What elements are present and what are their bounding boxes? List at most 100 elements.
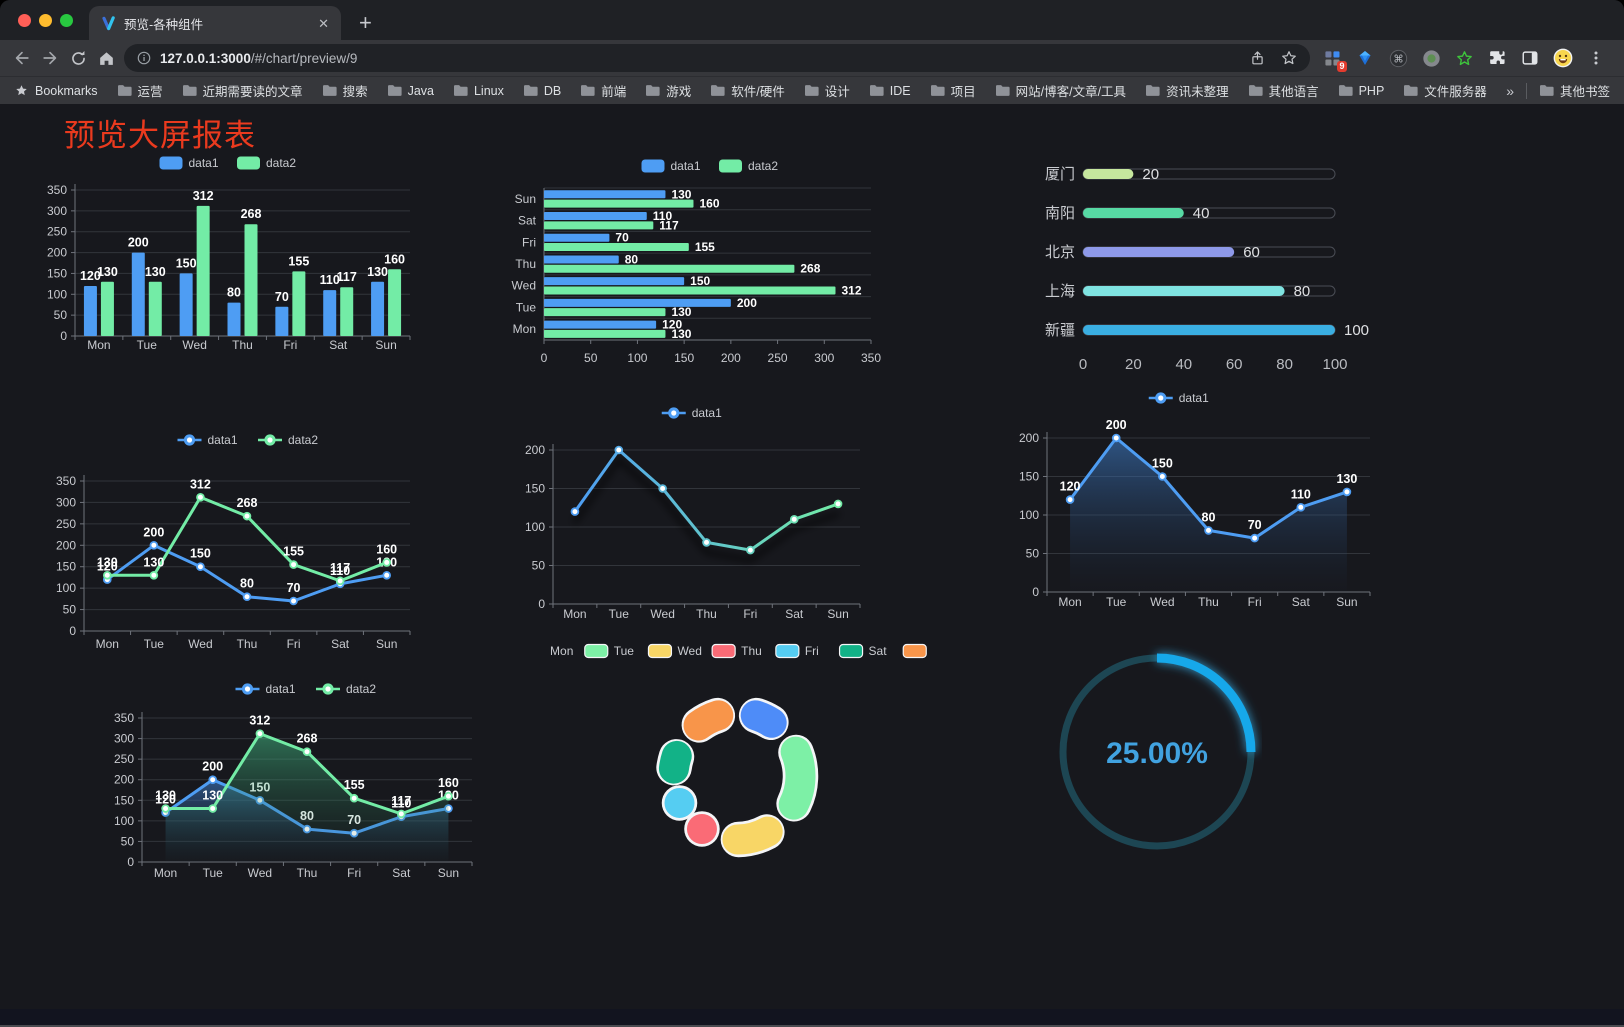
browser-tab[interactable]: 预览-各种组件 ✕ xyxy=(89,6,341,40)
bookmark-folder-label: Linux xyxy=(473,83,504,98)
side-panel-icon[interactable] xyxy=(1520,48,1540,68)
bookmark-folder-label: 项目 xyxy=(950,85,976,99)
bookmark-folder-item[interactable]: DB xyxy=(523,84,561,98)
share-icon[interactable] xyxy=(1249,50,1266,67)
bookmarks-manager-item[interactable]: Bookmarks xyxy=(14,83,98,98)
svg-text:250: 250 xyxy=(114,752,134,766)
folder-icon xyxy=(1248,85,1263,96)
svg-text:Sun: Sun xyxy=(376,637,397,651)
bookmark-folder-item[interactable]: 游戏 xyxy=(645,81,691,100)
new-tab-button[interactable]: + xyxy=(359,10,372,35)
bookmarks-overflow-chevron[interactable]: » xyxy=(1506,82,1514,99)
forward-icon[interactable] xyxy=(36,44,64,72)
bookmark-folder-label: DB xyxy=(543,83,562,98)
bookmark-folder-label: 其他语言 xyxy=(1268,85,1319,99)
chart-gauge: 25.00% xyxy=(1052,645,1262,860)
chart-bar-horizontal: 0 50 100 150 200 250 300 350 Sun 130 160 Sat 110 117 F… xyxy=(500,152,895,365)
folder-icon xyxy=(804,85,819,96)
bookmark-folder-item[interactable]: 项目 xyxy=(930,81,976,100)
folder-icon xyxy=(995,85,1010,96)
svg-text:Wed: Wed xyxy=(512,279,536,293)
bookmark-star-icon[interactable] xyxy=(1280,49,1298,67)
svg-text:268: 268 xyxy=(241,207,262,221)
svg-text:70: 70 xyxy=(287,581,301,595)
url-text[interactable]: 127.0.0.1:3000/#/chart/preview/9 xyxy=(160,51,357,66)
svg-text:Wed: Wed xyxy=(188,637,212,651)
bookmarks-label: Bookmarks xyxy=(35,83,98,98)
svg-text:160: 160 xyxy=(376,542,397,556)
svg-text:70: 70 xyxy=(1248,518,1262,532)
chart-area-single: 0 50 100 150 200 Mon Tue Wed Thu Fri Sat Sun 120 200 1… xyxy=(985,388,1377,620)
bookmark-folder-item[interactable]: Linux xyxy=(453,84,504,98)
close-window-button[interactable] xyxy=(18,14,31,27)
bookmark-folder-item[interactable]: 软件/硬件 xyxy=(710,81,785,100)
bookmark-folder-item[interactable]: 近期需要读的文章 xyxy=(182,81,303,100)
svg-text:Tue: Tue xyxy=(203,866,224,880)
svg-text:0: 0 xyxy=(538,597,545,611)
svg-text:Thu: Thu xyxy=(696,607,717,621)
bookmark-folder-item[interactable]: 搜索 xyxy=(322,81,368,100)
bookmark-folder-item[interactable]: 设计 xyxy=(804,81,850,100)
reload-icon[interactable] xyxy=(64,44,92,72)
profile-avatar-icon[interactable] xyxy=(1553,48,1573,68)
extension-record-icon[interactable] xyxy=(1421,48,1441,68)
svg-text:Thu: Thu xyxy=(741,644,762,658)
bookmark-folder-item[interactable]: 网站/博客/文章/工具 xyxy=(995,81,1126,100)
svg-text:新疆: 新疆 xyxy=(1045,322,1075,339)
line-two-series-svg: 0 50 100 150 200 250 300 350 Mon Tue Wed Thu Fri Sat S… xyxy=(56,433,411,651)
svg-text:Wed: Wed xyxy=(182,338,206,352)
svg-text:200: 200 xyxy=(128,236,149,250)
area-single-svg: 0 50 100 150 200 Mon Tue Wed Thu Fri Sat Sun 120 200 1… xyxy=(1019,391,1371,609)
svg-text:0: 0 xyxy=(1032,585,1039,599)
svg-text:130: 130 xyxy=(671,327,691,341)
svg-text:60: 60 xyxy=(1226,356,1243,373)
svg-text:50: 50 xyxy=(54,308,68,322)
svg-text:155: 155 xyxy=(695,240,715,254)
extensions-puzzle-icon[interactable] xyxy=(1487,48,1507,68)
bookmark-folder-item[interactable]: 文件服务器 xyxy=(1403,81,1487,100)
svg-text:130: 130 xyxy=(143,555,164,569)
svg-text:0: 0 xyxy=(541,351,548,364)
site-info-icon[interactable] xyxy=(136,50,152,66)
bookmark-folder-item[interactable]: IDE xyxy=(869,84,911,98)
maximize-window-button[interactable] xyxy=(60,14,73,27)
svg-text:150: 150 xyxy=(690,274,710,288)
svg-text:300: 300 xyxy=(114,732,134,746)
extension-command-icon[interactable]: ⌘ xyxy=(1388,48,1408,68)
bookmark-folder-item[interactable]: Java xyxy=(387,84,434,98)
svg-text:data2: data2 xyxy=(266,156,296,170)
bookmark-folder-item[interactable]: 资讯未整理 xyxy=(1145,81,1229,100)
menu-kebab-icon[interactable] xyxy=(1586,48,1606,68)
extension-grid-icon[interactable]: 9 xyxy=(1322,48,1347,72)
folder-icon xyxy=(523,85,538,96)
tab-close-icon[interactable]: ✕ xyxy=(318,15,329,31)
extension-star-icon[interactable] xyxy=(1454,48,1474,68)
svg-text:130: 130 xyxy=(155,789,176,803)
address-bar[interactable]: 127.0.0.1:3000/#/chart/preview/9 xyxy=(124,44,1310,72)
svg-text:data2: data2 xyxy=(748,159,778,173)
bookmark-folder-item[interactable]: 其他语言 xyxy=(1248,81,1319,100)
svg-text:Sun: Sun xyxy=(1336,595,1357,609)
svg-text:厦门: 厦门 xyxy=(1045,166,1075,183)
bookmark-folder-label: 文件服务器 xyxy=(1424,85,1487,99)
svg-text:0: 0 xyxy=(1079,356,1087,373)
other-bookmarks-label: 其他书签 xyxy=(1559,85,1610,99)
star-icon xyxy=(16,85,27,96)
extension-gem-icon[interactable] xyxy=(1355,48,1375,68)
bookmark-folder-item[interactable]: 前端 xyxy=(580,81,626,100)
home-icon[interactable] xyxy=(92,44,120,72)
bookmark-folder-item[interactable]: 运营 xyxy=(117,81,163,100)
folder-icon xyxy=(581,85,595,96)
svg-text:312: 312 xyxy=(193,189,214,203)
svg-text:Tue: Tue xyxy=(609,607,630,621)
minimize-window-button[interactable] xyxy=(39,14,52,27)
city-progress-svg: 厦门 20 南阳 40 北京 60 上海 80 新疆 100 0 20 40 60 80 100 xyxy=(1045,166,1369,373)
bookmark-folder-item[interactable]: PHP xyxy=(1338,84,1384,98)
svg-text:Thu: Thu xyxy=(297,866,318,880)
other-bookmarks-item[interactable]: 其他书签 xyxy=(1539,81,1610,100)
svg-text:80: 80 xyxy=(1294,283,1311,300)
svg-text:200: 200 xyxy=(1106,418,1127,432)
back-icon[interactable] xyxy=(8,44,36,72)
svg-text:20: 20 xyxy=(1125,356,1142,373)
